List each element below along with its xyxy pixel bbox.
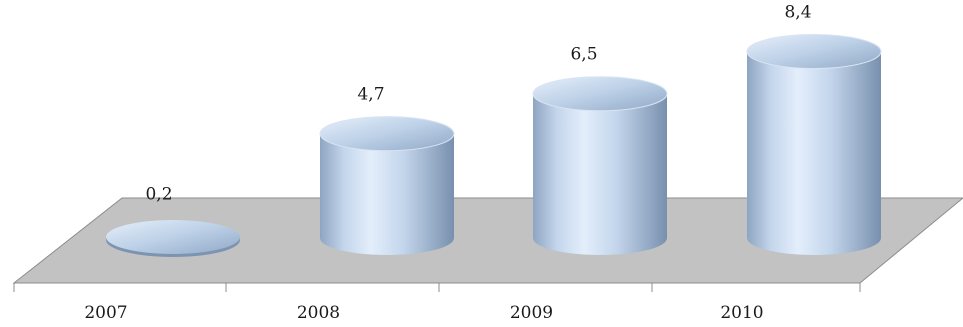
value-label-2008: 4,7 bbox=[357, 85, 384, 105]
value-labels: 0,2 4,7 6,5 8,4 bbox=[145, 3, 811, 205]
bar-top-2007 bbox=[106, 220, 240, 254]
value-label-2009: 6,5 bbox=[570, 45, 597, 65]
bar-2009 bbox=[532, 76, 668, 255]
bar-2008 bbox=[319, 116, 455, 255]
bar-body-2010 bbox=[747, 51, 881, 255]
bar-top-2008 bbox=[319, 116, 455, 152]
bar-top-2009 bbox=[532, 76, 668, 112]
value-label-2007: 0,2 bbox=[145, 185, 172, 205]
x-tick-label-2008: 2008 bbox=[297, 303, 340, 323]
x-tick-label-2009: 2009 bbox=[510, 303, 553, 323]
bar-body-2008 bbox=[320, 133, 454, 255]
x-tick-label-2010: 2010 bbox=[720, 303, 763, 323]
x-tick-labels: 2007 2008 2009 2010 bbox=[84, 303, 763, 323]
bars-group bbox=[106, 34, 882, 257]
bar-body-2009 bbox=[533, 93, 667, 255]
x-tick-label-2007: 2007 bbox=[84, 303, 127, 323]
value-label-2010: 8,4 bbox=[784, 3, 811, 23]
bar-top-2010 bbox=[746, 34, 882, 70]
bar-2010 bbox=[746, 34, 882, 255]
bar-2007 bbox=[106, 220, 240, 257]
x-axis-ticks bbox=[13, 283, 861, 292]
